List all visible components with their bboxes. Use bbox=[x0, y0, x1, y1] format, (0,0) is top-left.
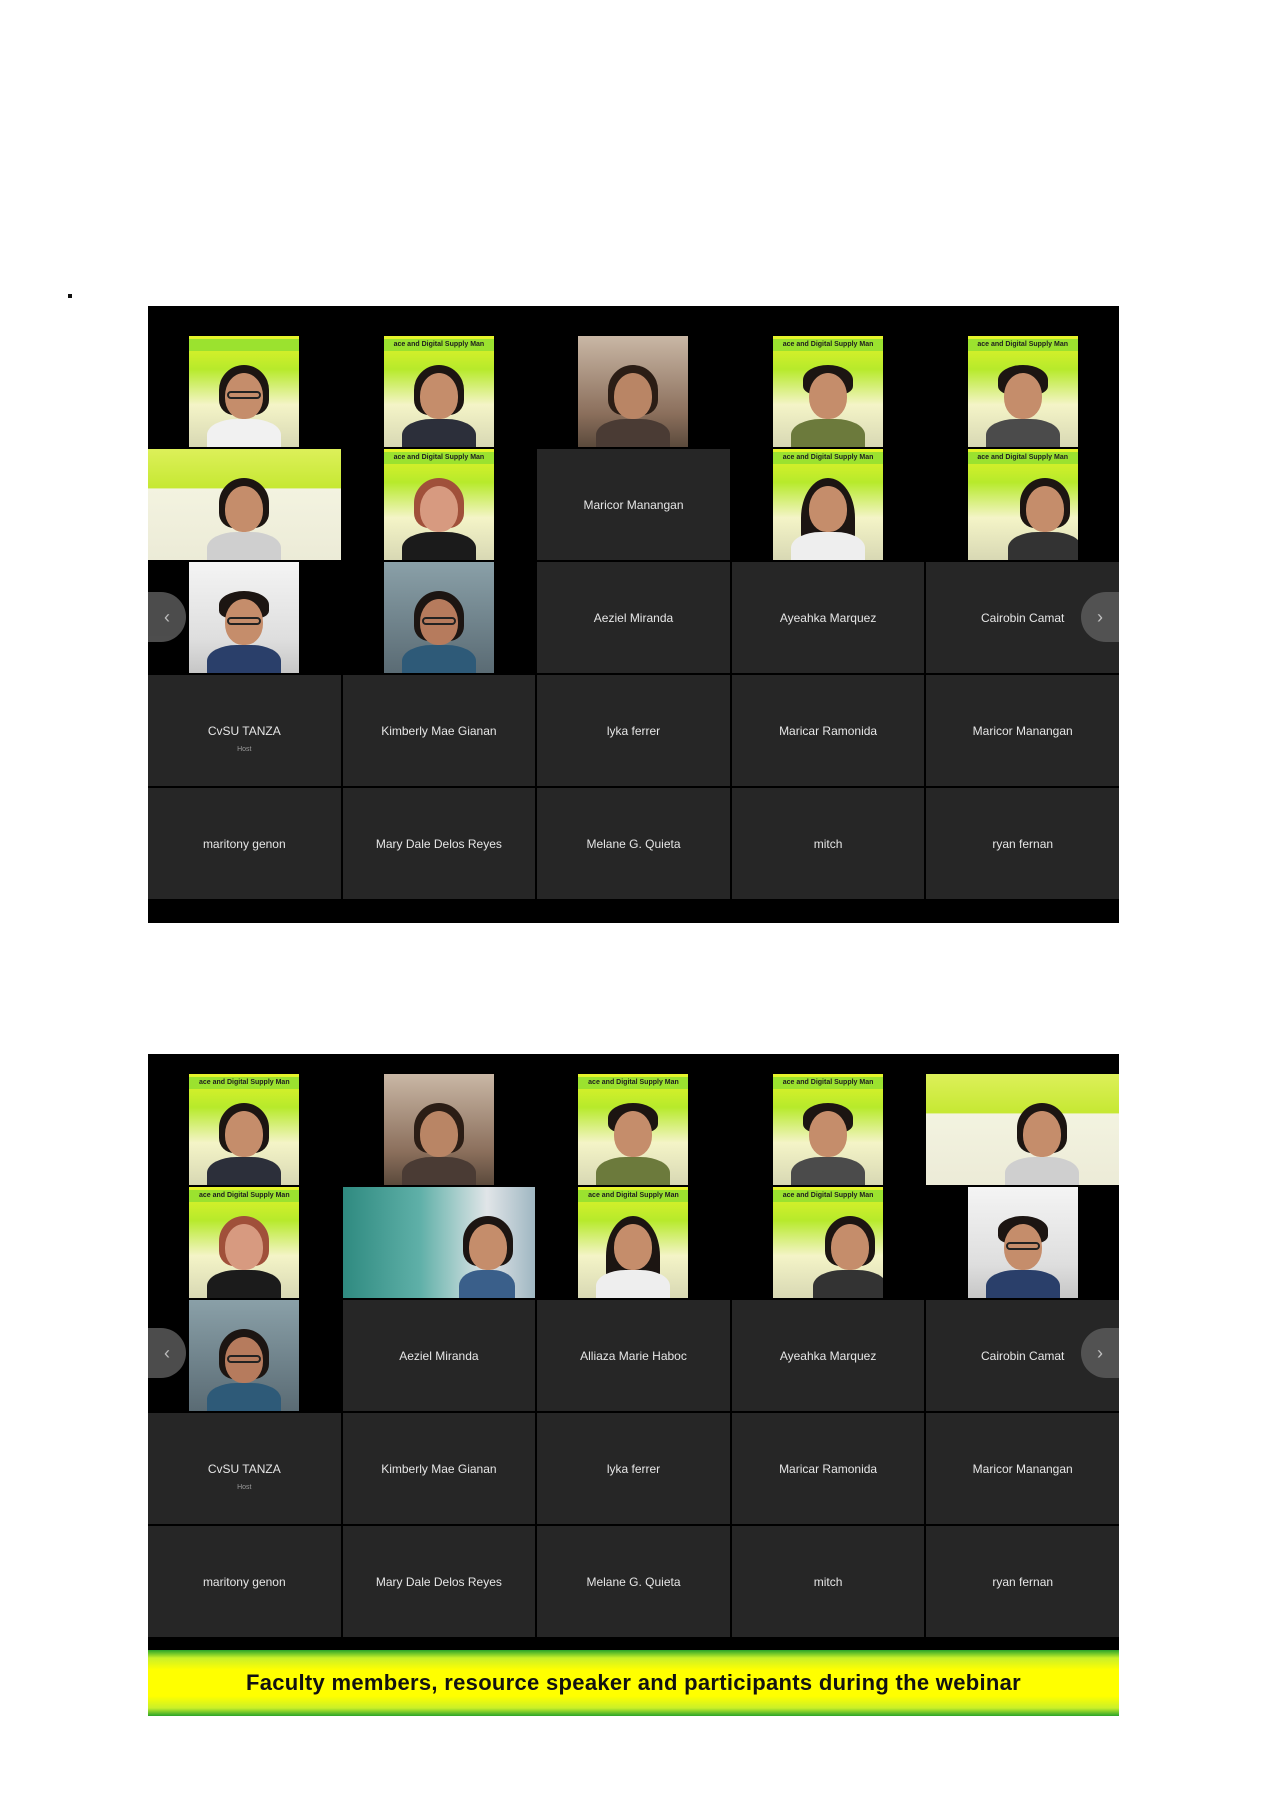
host-label: Host bbox=[237, 746, 252, 754]
video-tile[interactable] bbox=[342, 1187, 536, 1298]
participant-tile[interactable]: Mary Dale Delos Reyes bbox=[342, 1526, 536, 1637]
participant-name: maritony genon bbox=[202, 1574, 286, 1589]
participant-name: Maricor Manangan bbox=[583, 497, 684, 512]
participant-name: mitch bbox=[813, 1574, 843, 1589]
participant-tile[interactable]: Kimberly Mae Gianan bbox=[342, 675, 536, 786]
participant-tile[interactable]: Ayeahka Marquez bbox=[731, 1300, 925, 1411]
participant-name: maritony genon bbox=[202, 836, 286, 851]
zoom-gallery-screenshot-1: ace and Digital Supply Man ace and Digit… bbox=[148, 306, 1119, 923]
participant-name: Cairobin Camat bbox=[981, 1348, 1065, 1363]
participant-tile[interactable]: mitch bbox=[731, 1526, 925, 1637]
participant-name: Kimberly Mae Gianan bbox=[381, 1461, 497, 1476]
chevron-right-icon[interactable]: › bbox=[1081, 1328, 1119, 1378]
participant-tile[interactable]: Alliaza Marie Haboc bbox=[537, 1300, 730, 1411]
participant-name: ryan fernan bbox=[992, 1574, 1054, 1589]
participant-name: lyka ferrer bbox=[606, 723, 661, 738]
participant-tile[interactable]: Melane G. Quieta bbox=[537, 1526, 730, 1637]
video-tile[interactable]: ace and Digital Supply Man bbox=[926, 336, 1119, 447]
participant-tile[interactable]: mitch bbox=[731, 788, 925, 899]
participant-tile[interactable]: lyka ferrer bbox=[537, 1413, 730, 1524]
video-tile[interactable]: ace and Digital Supply Man bbox=[731, 336, 925, 447]
video-tile[interactable] bbox=[148, 562, 341, 673]
zoom-gallery-screenshot-2: ace and Digital Supply Man ace and Digit… bbox=[148, 1054, 1119, 1650]
participant-name: Ayeahka Marquez bbox=[779, 610, 877, 625]
participant-name: Alliaza Marie Haboc bbox=[580, 1348, 687, 1363]
video-tile[interactable]: ace and Digital Supply Man bbox=[537, 1187, 730, 1298]
video-tile[interactable]: ace and Digital Supply Man bbox=[731, 1074, 925, 1185]
video-tile[interactable]: ace and Digital Supply Man bbox=[342, 336, 536, 447]
video-tile[interactable] bbox=[148, 449, 341, 560]
participant-name: Maricar Ramonida bbox=[779, 1461, 878, 1476]
participant-name: Mary Dale Delos Reyes bbox=[375, 836, 502, 851]
participant-tile[interactable]: maritony genon bbox=[148, 1526, 341, 1637]
participant-name: Cairobin Camat bbox=[981, 610, 1065, 625]
video-tile[interactable]: ace and Digital Supply Man bbox=[148, 1074, 341, 1185]
video-tile[interactable] bbox=[926, 1074, 1119, 1185]
participant-tile[interactable]: Melane G. Quieta bbox=[537, 788, 730, 899]
video-tile[interactable]: ace and Digital Supply Man bbox=[731, 449, 925, 560]
participant-name: lyka ferrer bbox=[606, 1461, 661, 1476]
video-tile[interactable]: ace and Digital Supply Man bbox=[731, 1187, 925, 1298]
participant-name: Melane G. Quieta bbox=[586, 836, 681, 851]
participant-tile[interactable]: Maricor Manangan bbox=[926, 1413, 1119, 1524]
participant-tile[interactable]: CvSU TANZA Host bbox=[148, 675, 341, 786]
participant-name: Kimberly Mae Gianan bbox=[381, 723, 497, 738]
participant-name: Maricar Ramonida bbox=[779, 723, 878, 738]
video-tile[interactable]: ace and Digital Supply Man bbox=[342, 449, 536, 560]
participant-tile[interactable]: Maricar Ramonida bbox=[731, 675, 925, 786]
participant-tile[interactable]: Aeziel Miranda bbox=[537, 562, 730, 673]
participant-name: Maricor Manangan bbox=[972, 723, 1073, 738]
participant-tile[interactable]: ryan fernan bbox=[926, 1526, 1119, 1637]
participant-name: ryan fernan bbox=[992, 836, 1054, 851]
participant-name: Melane G. Quieta bbox=[586, 1574, 681, 1589]
participant-name: Aeziel Miranda bbox=[593, 610, 674, 625]
participant-tile[interactable]: Maricar Ramonida bbox=[731, 1413, 925, 1524]
participant-name: CvSU TANZA bbox=[207, 723, 281, 738]
bullet-mark bbox=[68, 294, 72, 298]
participant-tile[interactable]: ryan fernan bbox=[926, 788, 1119, 899]
participant-tile[interactable]: maritony genon bbox=[148, 788, 341, 899]
caption-banner: Faculty members, resource speaker and pa… bbox=[148, 1650, 1119, 1716]
participant-tile[interactable]: lyka ferrer bbox=[537, 675, 730, 786]
participant-name: mitch bbox=[813, 836, 843, 851]
participant-name: Mary Dale Delos Reyes bbox=[375, 1574, 502, 1589]
video-tile[interactable] bbox=[148, 1300, 341, 1411]
participant-tile[interactable]: CvSU TANZA Host bbox=[148, 1413, 341, 1524]
participant-tile[interactable]: Kimberly Mae Gianan bbox=[342, 1413, 536, 1524]
video-tile[interactable] bbox=[342, 562, 536, 673]
video-tile[interactable] bbox=[537, 336, 730, 447]
participant-grid: ace and Digital Supply Man ace and Digit… bbox=[148, 1074, 1119, 1637]
participant-tile[interactable]: Aeziel Miranda bbox=[342, 1300, 536, 1411]
participant-name: CvSU TANZA bbox=[207, 1461, 281, 1476]
participant-tile[interactable]: Ayeahka Marquez bbox=[731, 562, 925, 673]
participant-name: Maricor Manangan bbox=[972, 1461, 1073, 1476]
video-tile[interactable] bbox=[926, 1187, 1119, 1298]
participant-name: Aeziel Miranda bbox=[399, 1348, 479, 1363]
participant-tile[interactable]: Maricor Manangan bbox=[926, 675, 1119, 786]
participant-name: Ayeahka Marquez bbox=[779, 1348, 877, 1363]
video-tile[interactable]: ace and Digital Supply Man bbox=[148, 1187, 341, 1298]
chevron-right-icon[interactable]: › bbox=[1081, 592, 1119, 642]
caption-text: Faculty members, resource speaker and pa… bbox=[245, 1670, 1022, 1695]
video-tile[interactable] bbox=[342, 1074, 536, 1185]
video-tile[interactable] bbox=[148, 336, 341, 447]
host-label: Host bbox=[237, 1484, 252, 1492]
participant-tile[interactable]: Maricor Manangan bbox=[537, 449, 730, 560]
video-tile[interactable]: ace and Digital Supply Man bbox=[926, 449, 1119, 560]
participant-tile[interactable]: Mary Dale Delos Reyes bbox=[342, 788, 536, 899]
participant-grid: ace and Digital Supply Man ace and Digit… bbox=[148, 336, 1119, 899]
video-tile[interactable]: ace and Digital Supply Man bbox=[537, 1074, 730, 1185]
